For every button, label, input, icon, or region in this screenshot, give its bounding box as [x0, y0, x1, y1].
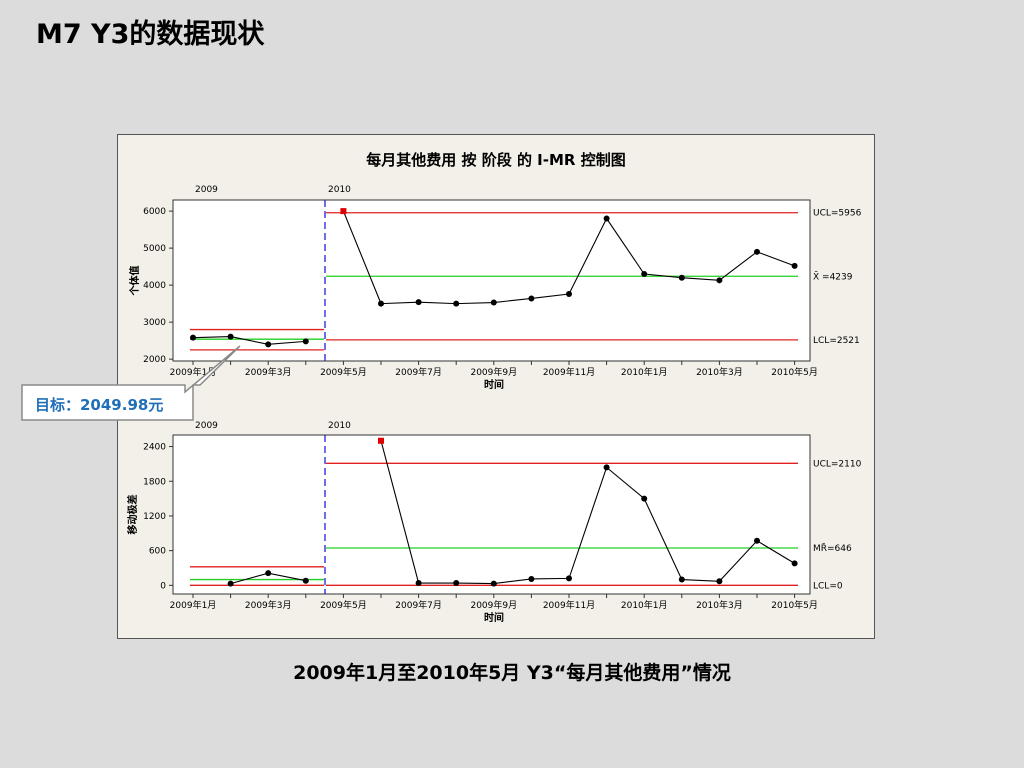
moving_range-xtick-label: 2009年1月 — [170, 599, 217, 611]
individual-data-point — [265, 341, 272, 348]
moving_range-xtick-label: 2009年9月 — [470, 599, 517, 611]
individual-data-point — [678, 274, 685, 281]
individual-xtick-label: 2009年1月 — [170, 366, 217, 378]
individual-data-point — [641, 271, 648, 278]
moving_range-ucl-label: UCL=2110 — [813, 459, 862, 469]
moving_range-ytick-label: 1800 — [143, 477, 166, 487]
individual-data-point — [716, 277, 723, 284]
individual-data-point — [754, 248, 760, 255]
moving_range-ytick-label: 600 — [149, 547, 166, 557]
moving_range-xtick-label: 2009年11月 — [543, 599, 595, 611]
individual-plot-area — [172, 199, 811, 362]
chart-title: 每月其他费用 按 阶段 的 I-MR 控制图 — [366, 151, 626, 169]
individual-data-point — [415, 299, 422, 306]
individual-xtick-label: 2009年5月 — [320, 366, 367, 378]
moving_range-xlabel: 时间 — [484, 611, 504, 624]
moving_range-data-point — [603, 464, 610, 471]
individual-xtick-label: 2009年7月 — [395, 366, 442, 378]
moving_range-xtick-label: 2009年5月 — [320, 599, 367, 611]
individual-data-point — [528, 295, 535, 302]
individual-ucl-label: UCL=5956 — [813, 209, 862, 219]
individual-data-point — [227, 333, 234, 340]
moving_range-xtick-label: 2010年5月 — [771, 599, 818, 611]
moving_range-data-point — [415, 580, 422, 587]
individual-data-point — [603, 215, 610, 222]
moving_range-ytick-label: 2400 — [143, 443, 166, 453]
moving_range-ylabel: 移动极差 — [126, 495, 139, 535]
moving_range-phase-label-2009: 2009 — [195, 421, 218, 431]
individual-data-point — [566, 291, 572, 298]
individual-ytick-label: 3000 — [143, 318, 166, 328]
slide-caption: 2009年1月至2010年5月 Y3“每月其他费用”情况 — [293, 662, 731, 684]
individual-data-point — [378, 300, 384, 307]
moving_range-data-point — [791, 560, 798, 567]
moving_range-plot-area — [172, 434, 811, 595]
moving_range-data-point — [490, 580, 497, 587]
moving_range-phase-label-2010: 2010 — [328, 421, 351, 431]
individual-xtick-label: 2009年3月 — [245, 366, 292, 378]
individual-xtick-label: 2010年1月 — [621, 366, 668, 378]
moving_range-data-point — [453, 580, 460, 587]
individual-phase-label-2009: 2009 — [195, 185, 218, 195]
individual-data-point — [453, 300, 460, 307]
moving_range-data-point — [566, 575, 572, 582]
individual-ytick-label: 4000 — [143, 281, 166, 291]
individual-lcl-label: LCL=2521 — [813, 336, 860, 346]
moving_range-xtick-label: 2009年7月 — [395, 599, 442, 611]
individual-xtick-label: 2009年9月 — [470, 366, 517, 378]
individual-ylabel: 个体值 — [128, 266, 141, 297]
moving_range-data-point — [641, 495, 648, 502]
moving_range-data-point — [227, 580, 234, 587]
individual-center-label: X̄ =4239 — [813, 271, 853, 283]
slide-title: M7 Y3的数据现状 — [36, 19, 265, 50]
chart-frame: 每月其他费用 按 阶段 的 I-MR 控制图 2009 2010 2000 3000 4… — [117, 134, 875, 639]
individual-xlabel: 时间 — [484, 378, 504, 391]
moving_range-ytick-label: 1200 — [143, 512, 166, 522]
moving_range-xtick-label: 2009年3月 — [245, 599, 292, 611]
moving_range-lcl-label: LCL=0 — [813, 581, 843, 591]
individual-ytick-label: 2000 — [143, 355, 166, 365]
moving_range-ytick-label: 0 — [160, 581, 166, 591]
moving_range-xtick-label: 2010年1月 — [621, 599, 668, 611]
individual-data-point — [490, 299, 497, 306]
moving_range-data-point — [678, 576, 685, 583]
individual-data-point — [190, 334, 196, 341]
individual-data-point — [302, 338, 309, 345]
moving_range-data-point — [528, 575, 535, 582]
individual-ytick-label: 5000 — [143, 244, 166, 254]
moving_range-data-point — [265, 570, 272, 577]
individual-series-line-2009 — [192, 336, 306, 345]
individual-flag-point — [340, 208, 347, 215]
individual-xtick-label: 2009年11月 — [543, 366, 595, 378]
individual-xtick-label: 2010年3月 — [696, 366, 743, 378]
moving_range-data-point — [302, 577, 309, 584]
individual-ytick-label: 6000 — [143, 207, 166, 217]
individual-phase-label-2010: 2010 — [328, 185, 351, 195]
individual-data-point — [791, 262, 798, 269]
moving_range-data-point — [716, 578, 723, 585]
moving_range-series-line-2010 — [380, 440, 795, 585]
moving_range-data-point — [754, 537, 760, 544]
moving_range-xtick-label: 2010年3月 — [696, 599, 743, 611]
individual-xtick-label: 2010年5月 — [771, 366, 818, 378]
moving_range-center-label: MR̄=646 — [813, 542, 852, 554]
moving_range-flag-point — [378, 437, 384, 444]
